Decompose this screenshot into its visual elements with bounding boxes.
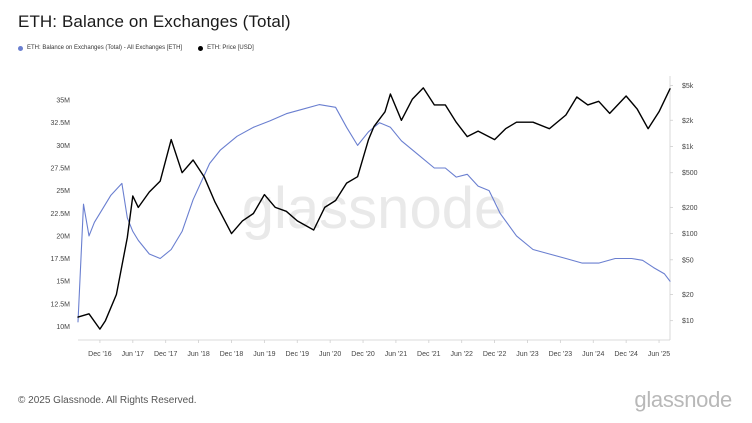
x-tick-label: Jun '22: [451, 351, 473, 358]
x-tick-label: Dec '17: [154, 351, 178, 358]
y-left-tick-label: 22.5M: [51, 211, 71, 218]
x-tick-label: Jun '19: [253, 351, 275, 358]
x-tick-label: Dec '24: [614, 351, 638, 358]
y-left-tick-label: 27.5M: [51, 166, 71, 173]
x-tick-label: Jun '25: [648, 351, 670, 358]
x-tick-label: Dec '23: [549, 351, 573, 358]
x-tick-label: Dec '16: [88, 351, 112, 358]
glassnode-logo: glassnode: [634, 387, 732, 412]
watermark: glassnode: [242, 176, 506, 241]
legend-dot-price: [198, 45, 204, 51]
legend-item-balance[interactable]: ETH: Balance on Exchanges (Total) - All …: [18, 45, 182, 51]
y-left-tick-label: 10M: [56, 324, 70, 331]
y-right-tick-label: $50: [682, 257, 694, 264]
x-tick-label: Dec '19: [286, 351, 310, 358]
y-right-tick-label: $200: [682, 205, 698, 212]
x-tick-label: Jun '21: [385, 351, 407, 358]
price-series-line: [77, 87, 671, 330]
legend-dot-balance: [18, 45, 23, 51]
y-left-tick-label: 15M: [56, 279, 70, 286]
y-left-tick-label: 12.5M: [51, 301, 71, 308]
legend-label-price: ETH: Price [USD]: [207, 45, 254, 51]
y-right-tick-label: $10: [682, 318, 694, 325]
x-tick-label: Jun '20: [319, 351, 341, 358]
y-right-tick-label: $20: [682, 292, 694, 299]
copyright-text: © 2025 Glassnode. All Rights Reserved.: [18, 395, 197, 406]
y-left-tick-label: 25M: [56, 188, 70, 195]
x-tick-label: Jun '17: [122, 351, 144, 358]
x-tick-label: Jun '23: [516, 351, 538, 358]
x-tick-label: Dec '20: [351, 351, 375, 358]
y-right-tick-label: $100: [682, 231, 698, 238]
y-left-tick-label: 17.5M: [51, 256, 71, 263]
x-tick-label: Dec '22: [483, 351, 507, 358]
x-tick-label: Dec '21: [417, 351, 441, 358]
legend: ETH: Balance on Exchanges (Total) - All …: [18, 45, 254, 51]
x-tick-label: Jun '24: [582, 351, 604, 358]
y-right-tick-label: $500: [682, 170, 698, 177]
legend-label-balance: ETH: Balance on Exchanges (Total) - All …: [27, 45, 183, 51]
legend-item-price[interactable]: ETH: Price [USD]: [198, 45, 254, 51]
balance-series-line: [77, 104, 671, 323]
y-left-tick-label: 35M: [56, 98, 70, 105]
x-tick-label: Jun '18: [187, 351, 209, 358]
y-right-tick-label: $1k: [682, 144, 694, 151]
y-right-tick-label: $2k: [682, 118, 694, 125]
y-left-tick-label: 30M: [56, 143, 70, 150]
y-left-tick-label: 32.5M: [51, 120, 71, 127]
chart-title: ETH: Balance on Exchanges (Total): [18, 12, 291, 31]
y-left-tick-label: 20M: [56, 233, 70, 240]
y-right-tick-label: $5k: [682, 83, 694, 90]
x-tick-label: Dec '18: [220, 351, 244, 358]
